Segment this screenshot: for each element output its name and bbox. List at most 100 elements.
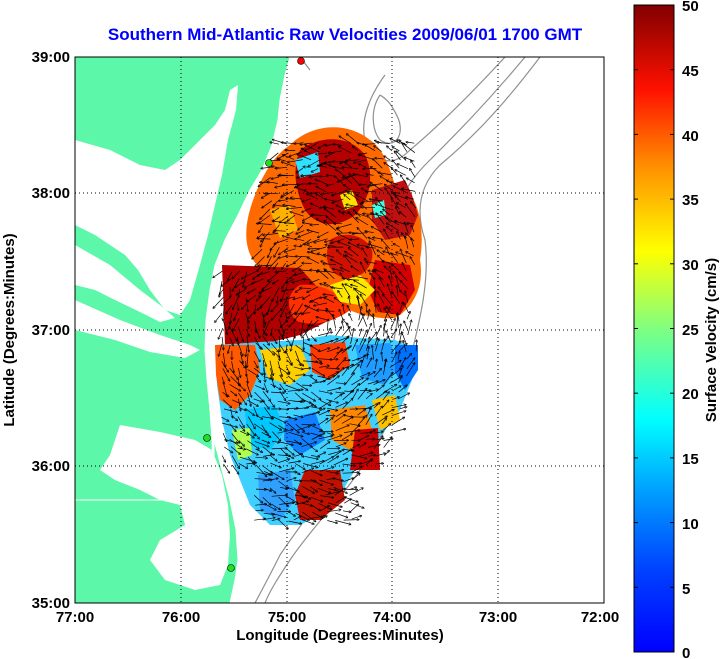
velocity-vector [222,392,229,396]
velocity-vector [349,233,359,234]
velocity-vector [277,329,284,339]
velocity-vector [283,328,286,336]
velocity-vector [229,320,233,329]
velocity-vector [301,431,309,434]
velocity-vector [335,512,347,518]
velocity-vector [295,512,310,520]
velocity-vector [228,344,231,353]
velocity-vector [262,518,275,521]
velocity-vector [335,443,346,448]
velocity-vector [263,383,268,392]
velocity-vector [229,326,237,341]
velocity-vector [403,143,416,153]
velocity-vector [391,352,396,362]
velocity-vector [389,276,393,287]
velocity-vector [338,291,343,298]
velocity-vector [349,488,363,496]
velocity-vector [301,495,311,499]
velocity-vector [270,374,274,388]
velocity-vector [400,212,407,218]
velocity-vector [318,253,327,258]
velocity-vector [286,510,295,516]
velocity-vector [347,323,352,336]
velocity-vector [286,366,289,374]
velocity-vector [372,346,374,360]
velocity-vector [213,270,223,277]
velocity-vector [255,510,264,511]
velocity-vector [295,426,310,432]
velocity-vector [383,209,391,216]
velocity-vector [270,512,286,517]
velocity-vector [263,513,274,514]
velocity-vector [319,442,330,449]
velocity-vector [357,453,373,458]
velocity-vector [270,343,278,352]
velocity-vector [307,230,320,234]
velocity-vector [263,487,271,491]
velocity-vector [229,367,239,379]
velocity-vector [238,440,244,447]
velocity-vector [259,215,271,223]
velocity-vector [324,255,335,258]
velocity-vector [274,231,286,232]
velocity-vector [232,278,240,292]
velocity-vector [271,392,284,393]
velocity-vector [278,256,287,257]
velocity-vector [285,248,296,252]
velocity-vector [402,189,416,192]
velocity-vector [362,313,368,327]
velocity-vector [294,256,302,263]
velocity-vector [388,284,393,297]
velocity-vector [288,159,303,163]
velocity-vector [246,423,256,436]
velocity-vector [219,343,223,356]
velocity-vector [247,392,251,407]
velocity-vector [301,519,314,525]
velocity-vector [263,233,279,235]
velocity-vector [356,213,367,217]
velocity-vector [257,238,271,239]
velocity-vector [270,462,281,468]
velocity-vector [325,239,334,242]
velocity-vector [335,470,343,473]
velocity-vector [288,461,301,464]
velocity-vector [261,399,269,409]
colorbar-tick-label: 35 [682,192,699,209]
velocity-vector [301,320,304,336]
velocity-vector [325,152,335,157]
velocity-vector [247,353,248,367]
velocity-vector [262,335,270,346]
x-tick-label: 73:00 [479,609,517,626]
velocity-vector [307,194,318,200]
velocity-vector [315,180,328,185]
velocity-vector [287,375,295,382]
velocity-vector [350,329,354,344]
velocity-vector [231,415,238,421]
velocity-vector [286,448,294,456]
velocity-vector [358,378,368,386]
velocity-vector [245,408,255,416]
velocity-vector [246,345,248,356]
velocity-vector [326,448,340,449]
velocity-vector [340,268,350,273]
velocity-vector [263,455,274,457]
velocity-vector [382,410,394,416]
velocity-vector [387,227,393,233]
velocity-vector [295,312,311,314]
velocity-vector [242,303,247,309]
velocity-vector [339,310,344,320]
velocity-vector [262,193,270,198]
velocity-vector [271,415,286,423]
velocity-vector [272,207,280,212]
velocity-vector [301,175,311,176]
velocity-vector [402,263,407,272]
velocity-vector [293,470,300,474]
velocity-vector [394,186,407,193]
velocity-vector [252,249,263,259]
velocity-vector [253,351,260,361]
velocity-vector [342,390,354,401]
velocity-vector [296,187,304,191]
velocity-vector [337,228,343,234]
velocity-vector [342,321,345,329]
velocity-vector [302,511,316,521]
